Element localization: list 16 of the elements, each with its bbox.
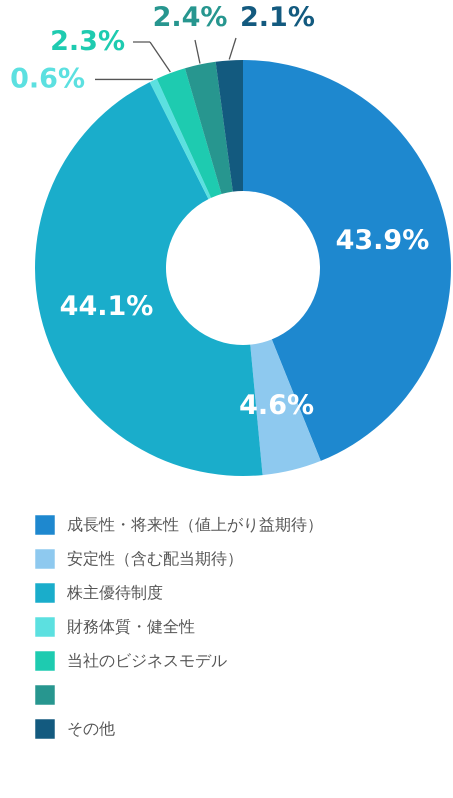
data-label: 44.1% [60,291,154,322]
data-label: 2.1% [240,2,315,33]
legend-label: 安定性（含む配当期待） [67,549,243,568]
donut-slice [216,60,243,192]
legend-label: 株主優待制度 [66,583,163,602]
data-label: 2.4% [152,2,228,33]
donut-slice [156,68,222,198]
data-label: 2.3% [50,26,125,57]
donut-slice [150,78,212,200]
data-label: 0.6% [10,63,85,94]
legend-label: その他 [67,719,115,738]
legend-label: 成長性・将来性（値上がり益期待） [67,515,323,534]
donut-slice [184,62,233,194]
data-label: 43.9% [336,224,430,256]
legend-label: 当社のビジネスモデル [67,651,227,670]
legend-label: 財務体質・健全性 [67,617,195,636]
